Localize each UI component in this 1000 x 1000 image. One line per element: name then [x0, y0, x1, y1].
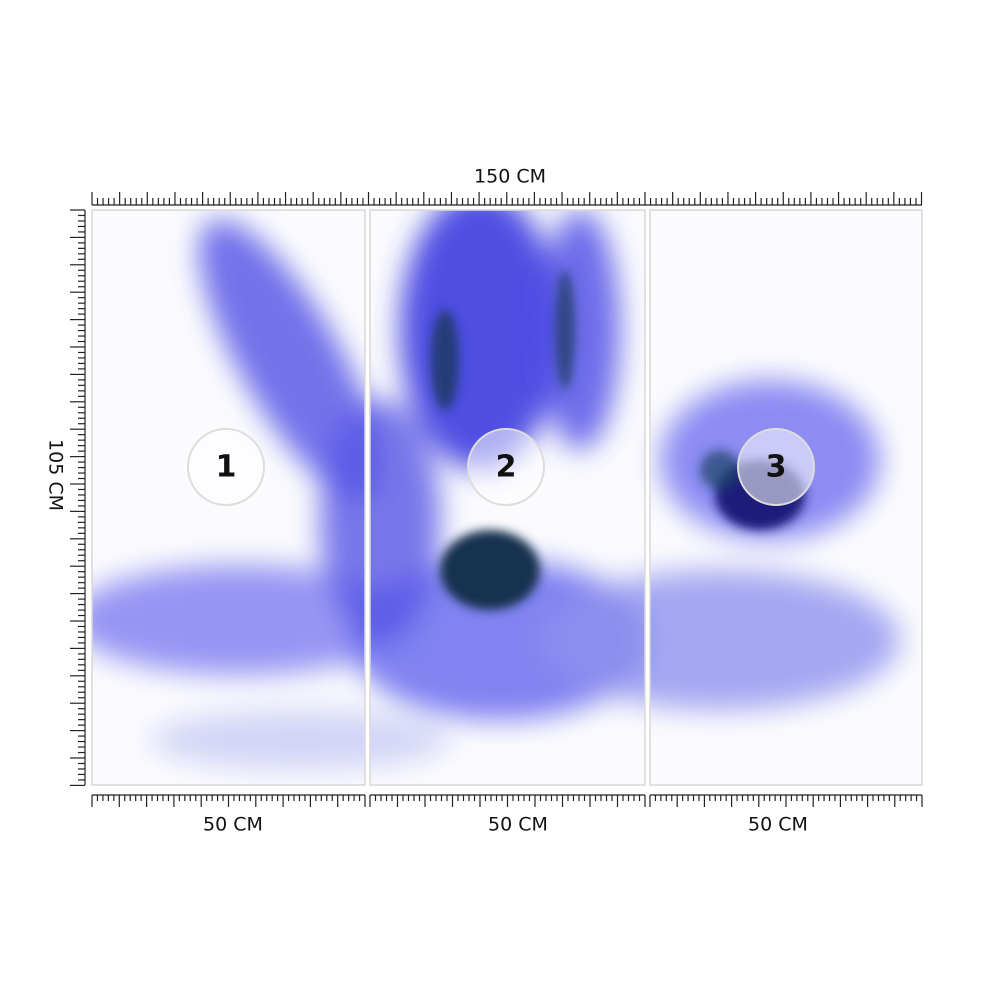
panel-badge	[737, 428, 815, 506]
panel-width-label: 50 CM	[748, 814, 808, 836]
rulers	[70, 192, 923, 807]
panel-number: 1	[216, 450, 237, 485]
width-label: 150 CM	[474, 166, 546, 188]
panel-badge	[187, 428, 265, 506]
panel-width-label: 50 CM	[488, 814, 548, 836]
panel-borders	[91, 209, 923, 786]
panel-number: 3	[766, 450, 787, 485]
panel-number: 2	[496, 450, 517, 485]
panel-gap	[645, 210, 650, 785]
height-label: 105 CM	[45, 439, 67, 511]
panel-badge	[467, 428, 545, 506]
panel-width-label: 50 CM	[203, 814, 263, 836]
panel-gap	[365, 210, 370, 785]
